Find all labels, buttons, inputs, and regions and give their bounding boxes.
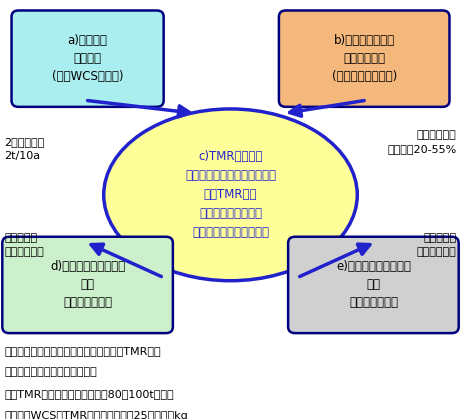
FancyBboxPatch shape [12, 10, 164, 107]
Text: 図１．飼料イネ、焼酎粕濃縮液等の発酵TMR活用: 図１．飼料イネ、焼酎粕濃縮液等の発酵TMR活用 [5, 346, 161, 356]
Text: a)水田地帯
飼料イネ
(イネWCS・玄米): a)水田地帯 飼料イネ (イネWCS・玄米) [52, 34, 124, 83]
FancyBboxPatch shape [279, 10, 449, 107]
Text: e)畜産地帯の肉用牛へ
給与
飼料自給率向上: e)畜産地帯の肉用牛へ 給与 飼料自給率向上 [336, 261, 411, 309]
Text: による飼料自給率向上システム: による飼料自給率向上システム [5, 367, 97, 378]
Text: 2回刈り乾物
2t/10a: 2回刈り乾物 2t/10a [5, 137, 45, 161]
Ellipse shape [104, 109, 357, 281]
Text: c)TMRセンター
飼料イネ・焼酎粕濃縮液等の
発酵TMR生産
初期の不良発酵抑制
開封後の好気的変敗抑制: c)TMRセンター 飼料イネ・焼酎粕濃縮液等の 発酵TMR生産 初期の不良発酵抑… [185, 150, 276, 239]
FancyBboxPatch shape [2, 237, 173, 333]
Text: 肉用牛給与
メニュー提示: 肉用牛給与 メニュー提示 [417, 233, 456, 257]
Text: 飼料成分情報
粗蛋白質20-55%: 飼料成分情報 粗蛋白質20-55% [387, 130, 456, 155]
FancyBboxPatch shape [288, 237, 459, 333]
Text: b)焼酎粕プラント
焼酎粕濃縮液
(米・麦・カンショ): b)焼酎粕プラント 焼酎粕濃縮液 (米・麦・カンショ) [331, 34, 397, 83]
Text: イネWCS等TMR原物生産コスト25円程度／kg: イネWCS等TMR原物生産コスト25円程度／kg [5, 411, 189, 419]
Text: 乳用牛給与
メニュー提示: 乳用牛給与 メニュー提示 [5, 233, 44, 257]
Text: d)畜産地帯の乳用牛へ
給与
飼料自給率向上: d)畜産地帯の乳用牛へ 給与 飼料自給率向上 [50, 261, 125, 309]
Text: 注）TMRセンターは原物生産量80～100t／日、: 注）TMRセンターは原物生産量80～100t／日、 [5, 389, 174, 399]
